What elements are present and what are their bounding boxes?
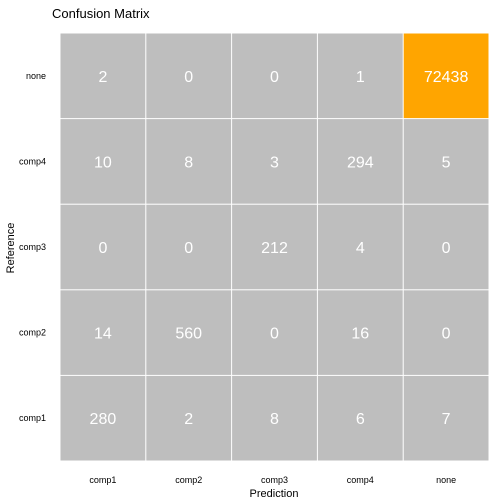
y-tick-label: comp2 bbox=[19, 328, 46, 338]
cell-value-label: 0 bbox=[442, 326, 451, 343]
cell-value-label: 0 bbox=[184, 240, 193, 257]
heatmap-cell bbox=[403, 204, 489, 290]
cell-value-label: 560 bbox=[175, 326, 202, 343]
cell-value-label: 0 bbox=[184, 69, 193, 86]
cell-value-label: 10 bbox=[94, 154, 112, 171]
heatmap-cell bbox=[146, 119, 232, 204]
cell-value-label: 212 bbox=[261, 240, 288, 257]
heatmap-cell bbox=[60, 290, 146, 375]
cell-value-label: 14 bbox=[94, 326, 112, 343]
heatmap-cell bbox=[403, 33, 489, 119]
cell-value-label: 0 bbox=[270, 69, 279, 86]
cell-value-label: 8 bbox=[270, 411, 279, 428]
x-tick-label: none bbox=[436, 475, 456, 485]
heatmap-cell bbox=[146, 33, 232, 119]
x-tick-label: comp4 bbox=[347, 475, 374, 485]
cell-value-label: 5 bbox=[442, 154, 451, 171]
heatmap-cell bbox=[403, 119, 489, 204]
cell-value-label: 7 bbox=[442, 411, 451, 428]
cell-value-label: 0 bbox=[442, 240, 451, 257]
heatmap-cell bbox=[146, 290, 232, 375]
y-axis-label: Reference bbox=[5, 223, 17, 274]
cell-value-label: 280 bbox=[90, 411, 117, 428]
cell-value-label: 1 bbox=[356, 69, 365, 86]
heatmap-cell bbox=[232, 204, 317, 290]
x-tick-label: comp2 bbox=[175, 475, 202, 485]
cell-value-label: 0 bbox=[270, 326, 279, 343]
x-tick-labels: comp1 comp2 comp3 comp4 none bbox=[89, 475, 456, 485]
heatmap-cell bbox=[232, 119, 317, 204]
heatmap-cell bbox=[232, 290, 317, 375]
x-axis-label: Prediction bbox=[250, 488, 299, 500]
heatmap-cell bbox=[317, 33, 403, 119]
heatmap-cell bbox=[60, 119, 146, 204]
heatmap-cell bbox=[232, 33, 317, 119]
heatmap-cell bbox=[60, 375, 146, 461]
heatmap-cells: 2 0 0 1 72438 10 8 3 294 5 0 0 212 4 0 14 560 0 16 0 280 2 8 6 7 bbox=[60, 33, 489, 461]
cell-value-label: 72438 bbox=[424, 69, 469, 86]
heatmap-cell bbox=[146, 204, 232, 290]
cell-value-label: 2 bbox=[184, 411, 193, 428]
y-tick-label: comp4 bbox=[19, 156, 46, 166]
heatmap-cell bbox=[60, 33, 146, 119]
heatmap-cell bbox=[317, 375, 403, 461]
x-tick-label: comp3 bbox=[261, 475, 288, 485]
heatmap-cell bbox=[60, 204, 146, 290]
chart-title: Confusion Matrix bbox=[52, 6, 150, 21]
heatmap-cell bbox=[403, 290, 489, 375]
y-tick-labels: none comp4 comp3 comp2 comp1 bbox=[19, 71, 46, 423]
heatmap-cell bbox=[403, 375, 489, 461]
cell-value-label: 16 bbox=[351, 326, 369, 343]
y-tick-label: comp3 bbox=[19, 242, 46, 252]
y-tick-label: comp1 bbox=[19, 413, 46, 423]
cell-value-label: 8 bbox=[184, 154, 193, 171]
heatmap-cell bbox=[317, 119, 403, 204]
cell-value-label: 4 bbox=[356, 240, 365, 257]
heatmap-cell bbox=[317, 204, 403, 290]
cell-value-label: 294 bbox=[347, 154, 374, 171]
x-tick-label: comp1 bbox=[89, 475, 116, 485]
heatmap-cell bbox=[146, 375, 232, 461]
y-tick-label: none bbox=[26, 71, 46, 81]
cell-value-label: 2 bbox=[98, 69, 107, 86]
heatmap-cell bbox=[232, 375, 317, 461]
cell-value-label: 0 bbox=[98, 240, 107, 257]
cell-value-label: 3 bbox=[270, 154, 279, 171]
cell-value-label: 6 bbox=[356, 411, 365, 428]
heatmap-cell bbox=[317, 290, 403, 375]
